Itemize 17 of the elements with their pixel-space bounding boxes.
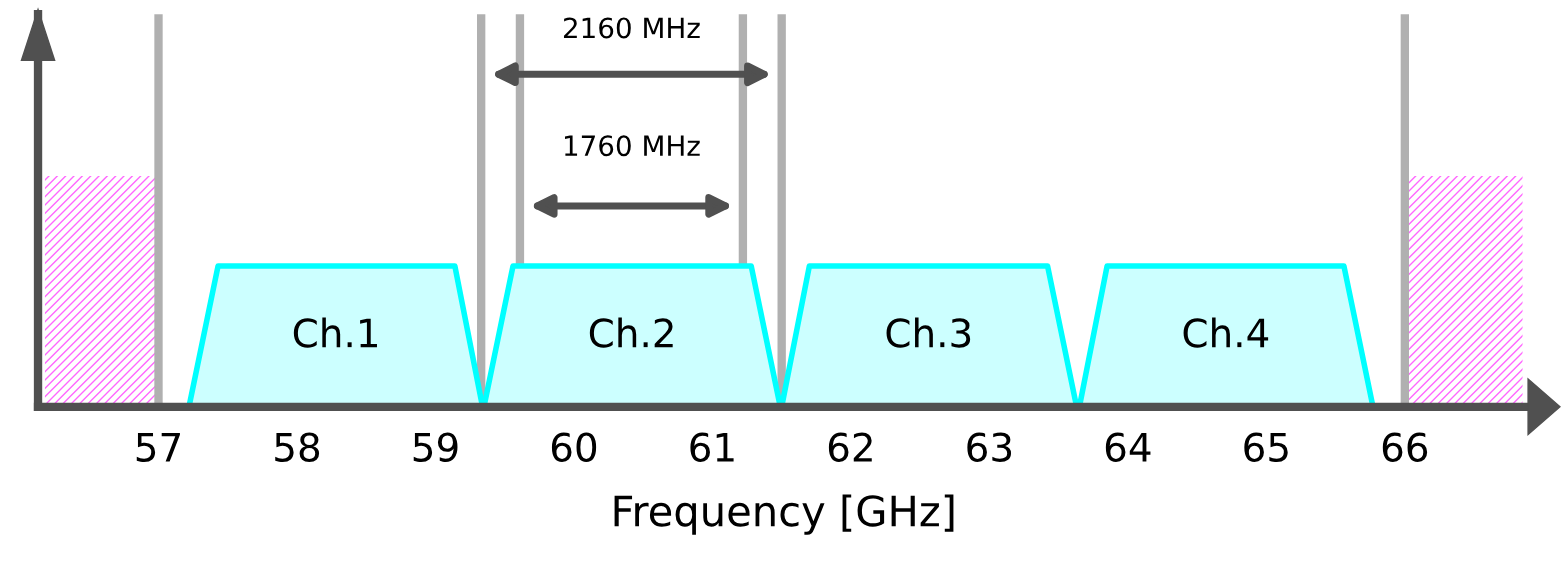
x-tick-label: 63: [967, 432, 1012, 462]
series-label: Ch.2: [589, 317, 673, 348]
x-axis-title: Frequency [GHz]: [614, 494, 954, 535]
x-tick-label: 57: [136, 433, 180, 462]
x-tick-label: 58: [275, 432, 320, 462]
text: 1760 MHz: [564, 135, 700, 157]
x-tick-label: 64: [1105, 432, 1151, 462]
series-label: Ch.4: [1183, 317, 1269, 348]
x-tick-label: 59: [413, 432, 458, 462]
x-tick-label: 62: [828, 432, 872, 462]
x-tick-label: 66: [1382, 432, 1428, 462]
series-label: Ch.1: [293, 317, 377, 348]
x-tick-label: 60: [551, 432, 597, 462]
x-tick-label: 65: [1244, 432, 1288, 462]
series-label: Ch.3: [886, 317, 971, 348]
text: 2160 MHz: [563, 17, 700, 39]
x-tick-label: 61: [690, 432, 734, 462]
